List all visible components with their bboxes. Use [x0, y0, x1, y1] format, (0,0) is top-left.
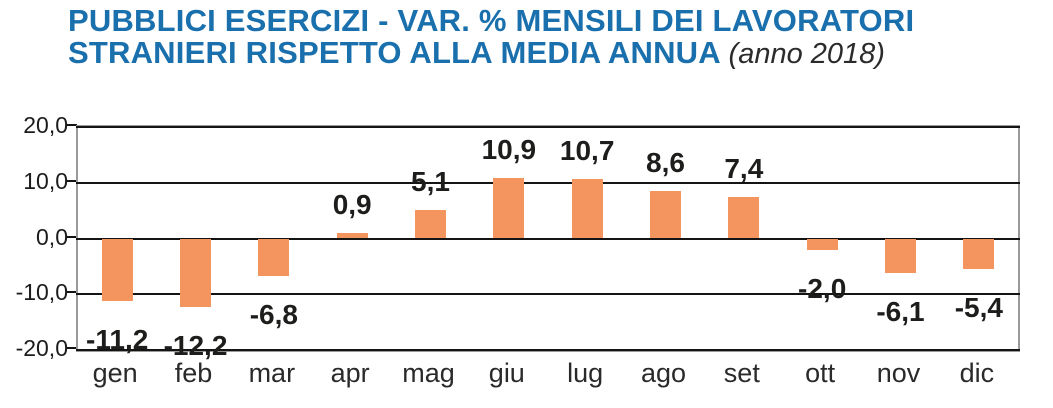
value-label-mar: -6,8	[249, 299, 298, 331]
bar-apr	[336, 233, 368, 239]
value-label-set: 7,4	[724, 153, 764, 185]
value-label-giu: 10,9	[481, 133, 537, 165]
chart-title: PUBBLICI ESERCIZI - VAR. % MENSILI DEI L…	[68, 3, 915, 71]
bar-giu	[493, 177, 525, 239]
bar-mar	[258, 238, 290, 277]
title-line-2: STRANIERI RISPETTO ALLA MEDIA ANNUA (ann…	[68, 35, 914, 71]
x-axis-label-ott: ott	[805, 358, 836, 388]
y-axis-tick-label: 10,0	[23, 167, 68, 194]
x-axis-label-set: set	[723, 358, 760, 388]
x-axis-label-giu: giu	[488, 358, 525, 388]
bar-set	[728, 197, 760, 239]
bar-ago	[650, 190, 681, 239]
plot-area: -11,2 -12,2 -6,8 0,9 5,1 10,9 10,7 8,6 7,4 -2,0 -6…	[76, 125, 1020, 359]
gridline	[76, 126, 1020, 128]
bar-lug	[571, 178, 603, 239]
x-axis-label-dic: dic	[959, 358, 995, 388]
y-axis-tick-label: 0,0	[36, 223, 68, 250]
gridline	[76, 181, 1020, 184]
bar-gen	[101, 238, 133, 301]
gridline	[76, 349, 1020, 351]
title-line-1: PUBBLICI ESERCIZI - VAR. % MENSILI DEI L…	[68, 3, 915, 38]
x-axis-label-mar: mar	[248, 358, 296, 388]
title-line-2-main: STRANIERI RISPETTO ALLA MEDIA ANNUA	[68, 35, 720, 70]
gridline	[76, 293, 1020, 296]
x-axis-label-nov: nov	[876, 358, 921, 388]
x-axis-label-gen: gen	[92, 358, 138, 388]
bar-dic	[963, 238, 995, 269]
value-label-ago: 8,6	[646, 146, 685, 178]
title-year-note: (anno 2018)	[728, 38, 885, 70]
y-axis-tick-label: -20,0	[15, 335, 68, 361]
gridline	[76, 237, 1020, 240]
y-axis-tick-label: 20,0	[23, 112, 68, 138]
x-axis-label-lug: lug	[567, 358, 604, 388]
value-label-nov: -6,1	[876, 295, 925, 327]
value-label-dic: -5,4	[954, 291, 1003, 323]
bar-ott	[806, 238, 838, 250]
y-axis-tick-mark	[67, 124, 77, 126]
x-axis-label-feb: feb	[174, 358, 213, 388]
value-label-gen: -11,2	[86, 323, 149, 355]
bar-nov	[885, 238, 916, 273]
x-axis-label-apr: apr	[330, 358, 370, 388]
x-axis-label-mag: mag	[402, 358, 455, 388]
y-axis-tick-mark	[67, 291, 77, 294]
bar-mag	[415, 210, 446, 239]
x-axis-label-ago: ago	[640, 358, 687, 388]
value-label-apr: 0,9	[332, 189, 372, 221]
value-label-feb: -12,2	[163, 329, 228, 361]
value-label-lug: 10,7	[559, 134, 615, 166]
value-label-ott: -2,0	[798, 272, 847, 304]
bar-feb	[180, 238, 211, 307]
value-label-mag: 5,1	[411, 166, 450, 198]
y-axis-tick-mark	[67, 235, 77, 238]
y-axis-tick-mark	[67, 179, 77, 182]
y-axis-tick-label: -10,0	[15, 279, 68, 306]
y-axis-tick-mark	[67, 347, 77, 349]
